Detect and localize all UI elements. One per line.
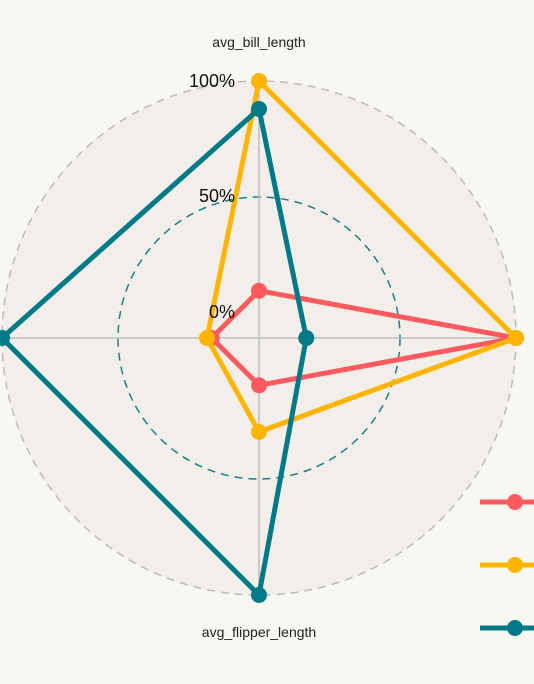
legend-swatch-marker-2[interactable] — [507, 620, 523, 636]
series-layer — [0, 73, 524, 603]
tick-label-100: 100% — [189, 71, 235, 91]
tick-label-50: 50% — [199, 186, 235, 206]
axis-label-bottom: avg_flipper_length — [202, 624, 316, 640]
series-1-point-0[interactable] — [251, 73, 267, 89]
legend — [480, 494, 534, 636]
legend-swatch-marker-1[interactable] — [507, 557, 523, 573]
series-0-point-2[interactable] — [251, 377, 267, 394]
series-0-point-0[interactable] — [251, 282, 267, 299]
legend-swatch-marker-0[interactable] — [507, 494, 523, 510]
series-1-point-1[interactable] — [508, 330, 524, 346]
series-1-point-2[interactable] — [251, 423, 267, 440]
series-2-point-1[interactable] — [298, 330, 315, 346]
series-2-point-0[interactable] — [251, 101, 267, 117]
series-1-point-3[interactable] — [199, 330, 215, 346]
series-2-point-3[interactable] — [0, 330, 10, 346]
axis-label-top: avg_bill_length — [212, 34, 305, 50]
tick-label-0: 0% — [209, 302, 235, 322]
series-2-point-2[interactable] — [251, 587, 267, 603]
